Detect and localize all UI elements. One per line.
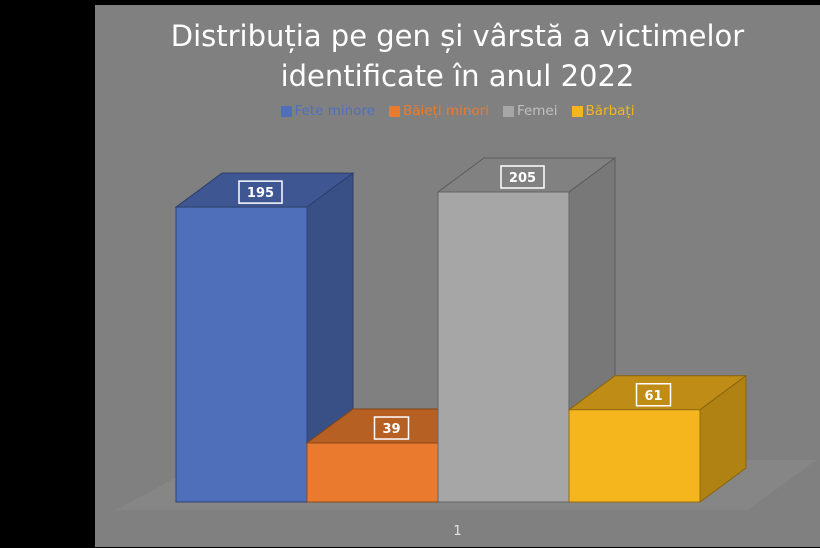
legend-label: Femei [516,103,558,119]
bar-front-face [437,191,570,503]
data-label-2: 39 [373,416,410,440]
x-tick-label: 1 [453,524,462,539]
chart-title-line-2: identificate în anul 2022 [280,59,635,93]
data-label-text: 61 [644,389,662,404]
chart-title-line-1: Distribuția pe gen și vârstă a victimelo… [170,19,745,53]
bar-4 [567,374,748,503]
data-label-box [373,416,410,440]
data-label-3: 205 [500,165,545,189]
legend-label: Fete minore [294,103,376,119]
legend-item-fete-minore: Fete minore [280,103,376,119]
legend-swatch [502,105,514,117]
data-label-text: 195 [247,186,274,201]
legend-swatch [571,105,583,117]
legend-label: Băieți minori [403,103,489,119]
data-label-text: 205 [509,171,536,186]
legend-item-baieti-minori: Băieți minori [389,103,489,119]
data-label-4: 61 [635,383,672,407]
bar-front-face [175,206,308,503]
legend-swatch [280,105,292,117]
data-label-box [500,165,545,189]
legend-swatch [389,105,400,117]
legend-item-barbati: Bărbați [571,103,635,119]
data-label-text: 39 [382,422,400,437]
chart-title: Distribuția pe gen și vârstă a victimelo… [95,16,820,96]
legend-item-femei: Femei [502,103,558,119]
legend-label: Bărbați [585,103,635,119]
bar-front-face [568,409,701,503]
bar-front-face [306,442,439,503]
data-label-box [635,383,672,407]
data-label-box [238,180,283,204]
data-label-1: 195 [238,180,283,204]
legend: Fete minore Băieți minori Femei Bărbați [95,103,820,119]
